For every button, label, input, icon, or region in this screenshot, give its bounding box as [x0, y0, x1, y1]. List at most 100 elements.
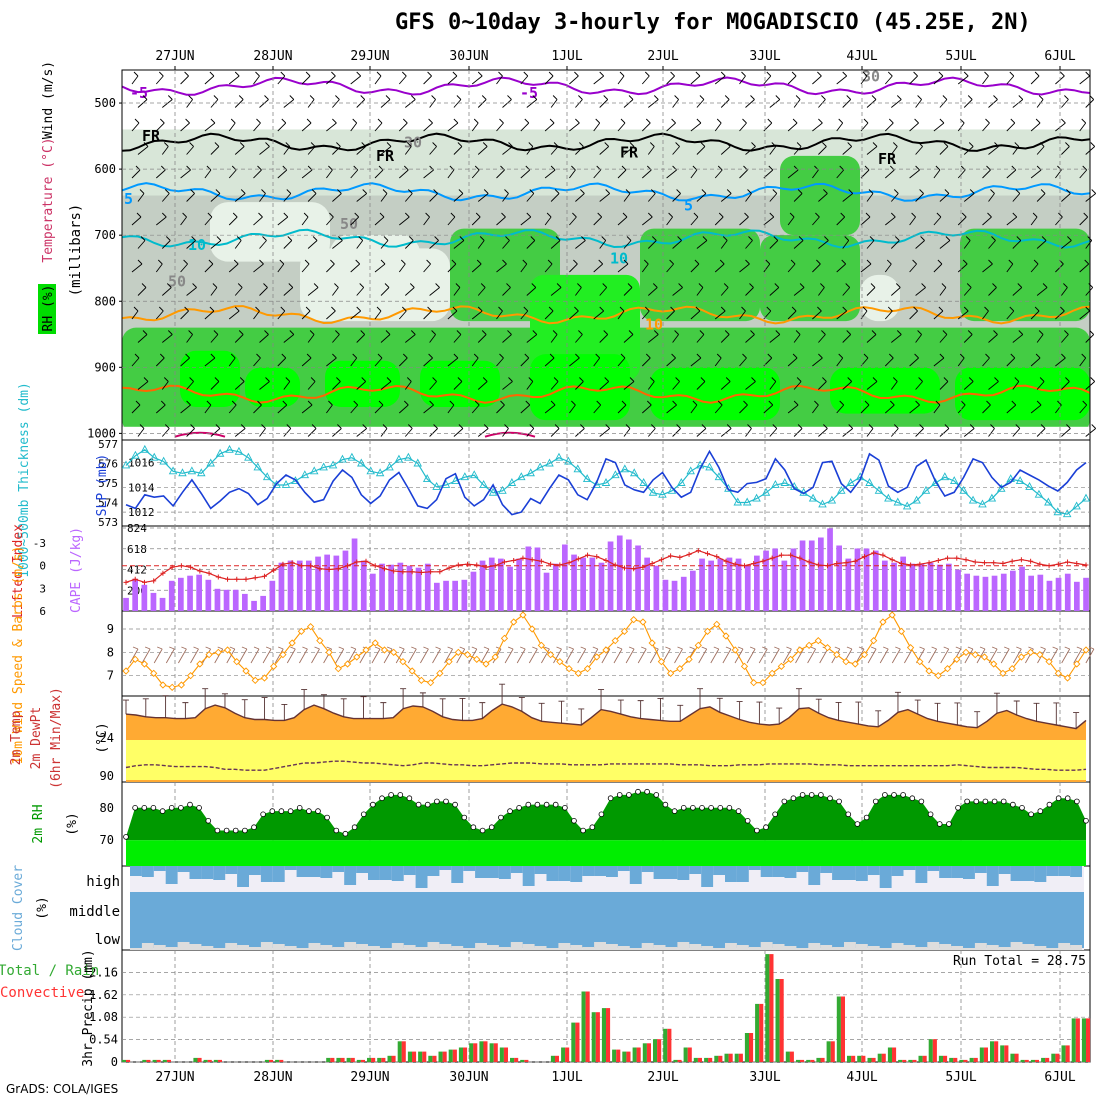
cape-bar — [251, 600, 257, 611]
temp2m-minmax-bar — [815, 698, 822, 714]
wind-barb — [1036, 95, 1044, 108]
lifted-index-point — [289, 560, 295, 566]
wind-barb — [550, 377, 559, 390]
cloud-high-bar — [665, 866, 678, 879]
wind-barb — [599, 142, 610, 155]
rh2m-point — [927, 811, 934, 818]
cape-bar — [882, 560, 888, 611]
wind-barb — [399, 212, 410, 226]
thickness-point — [469, 470, 479, 479]
thickness-tick-label: 575 — [98, 477, 118, 490]
surface-wind-barb — [262, 646, 272, 664]
rh2m-point — [278, 808, 285, 814]
wind-barb — [471, 353, 479, 367]
wind-barb — [544, 118, 555, 132]
wind-barb — [647, 142, 655, 155]
precip-total-bar — [642, 1043, 647, 1062]
precip-convective-bar — [820, 1057, 825, 1062]
precip-convective-bar — [146, 1059, 151, 1062]
wind-speed-point — [814, 637, 822, 645]
precip-total-bar — [928, 1039, 933, 1062]
wind-barb — [356, 95, 366, 108]
lifted-index-point — [954, 555, 960, 561]
wind-barb — [496, 212, 506, 226]
lifted-index-point — [169, 564, 175, 570]
rh2m-point — [982, 798, 989, 805]
wind-barb — [963, 377, 974, 390]
cape-bar — [626, 539, 632, 611]
wind-barb — [933, 400, 941, 414]
precip-convective-bar — [503, 1047, 508, 1062]
wind-barb — [186, 424, 195, 437]
chart-title: GFS 0~10day 3-hourly for MOGADISCIO (45.… — [395, 10, 1031, 35]
wind-barb — [526, 330, 538, 343]
lifted-index-point — [1065, 559, 1071, 565]
isotherm-surface-blip — [484, 431, 536, 438]
cloud-high-bar — [260, 866, 273, 882]
cloud-low-bar — [249, 947, 261, 950]
precip-convective-bar — [391, 1055, 396, 1062]
precip-tick-label: 2.16 — [89, 965, 118, 979]
wind-barb — [204, 71, 215, 85]
precip-total-bar — [367, 1057, 372, 1062]
cape-bar — [845, 558, 852, 611]
wind-speed-point — [223, 646, 232, 654]
y-axis-label-slp: SLP (mb) — [95, 454, 110, 517]
rh2m-point — [132, 804, 138, 811]
temp2m-minmax-bar — [776, 707, 783, 725]
rh-shade-bright-blob — [180, 350, 240, 407]
wind-barb — [1079, 353, 1087, 367]
precip-convective-bar — [575, 1022, 580, 1062]
cloud-high-bar — [1010, 866, 1023, 881]
temp2m-minmax-bar — [855, 701, 862, 725]
cape-bar — [269, 580, 276, 611]
wind-speed-point — [897, 627, 906, 635]
wind-barb — [234, 142, 245, 155]
wind-barb — [502, 377, 513, 390]
cloud-low-bar — [606, 944, 618, 950]
precip-total-bar — [785, 1051, 790, 1062]
thickness-point — [771, 480, 780, 488]
precip-total-bar — [1081, 1018, 1086, 1062]
thickness-point — [940, 472, 950, 481]
wind-barb — [866, 377, 878, 390]
wind-speed-point — [140, 660, 149, 668]
wind-barb — [502, 189, 509, 202]
y-axis-label-minmax: (6hr Min/Max) — [49, 687, 64, 789]
cape-bar — [1083, 577, 1089, 611]
wind-barb — [1079, 259, 1090, 273]
wind-barb — [787, 353, 798, 367]
wind-barb — [617, 259, 629, 273]
contour-label: FR — [620, 144, 639, 162]
pressure-tick-label: 1000 — [87, 426, 116, 440]
wind-barb — [307, 95, 315, 108]
wind-barb — [1079, 165, 1088, 179]
wind-barb — [180, 306, 189, 320]
wind-barb — [326, 212, 334, 226]
wind-speed-point — [196, 660, 204, 668]
wind-barb — [374, 259, 386, 273]
surface-wind-barb — [698, 646, 708, 664]
time-axis-label-bottom: 1JUL — [551, 1070, 582, 1085]
wind-barb — [836, 118, 844, 132]
cloud-high-bar — [153, 866, 166, 871]
temp2m-minmax-bar — [162, 695, 169, 718]
wind-speed-point — [343, 660, 352, 668]
cloud-low-bar — [879, 948, 892, 950]
wind-barb — [569, 306, 579, 320]
rh2m-point — [900, 792, 906, 798]
wind-barb — [690, 400, 698, 414]
cape-bar — [735, 558, 742, 611]
cloud-low-bar — [130, 948, 142, 950]
cloud-low-bar — [415, 947, 428, 950]
wind-barb — [884, 353, 894, 367]
wind-speed-point — [528, 625, 536, 633]
wind-barb — [186, 283, 197, 296]
rh2m-point — [662, 801, 669, 808]
wind-barb — [131, 353, 140, 367]
wind-barb — [550, 142, 559, 155]
thickness-point — [1072, 501, 1081, 510]
wind-speed-point — [316, 637, 324, 645]
wind-speed-point — [500, 634, 509, 642]
wind-barb — [1085, 283, 1094, 296]
